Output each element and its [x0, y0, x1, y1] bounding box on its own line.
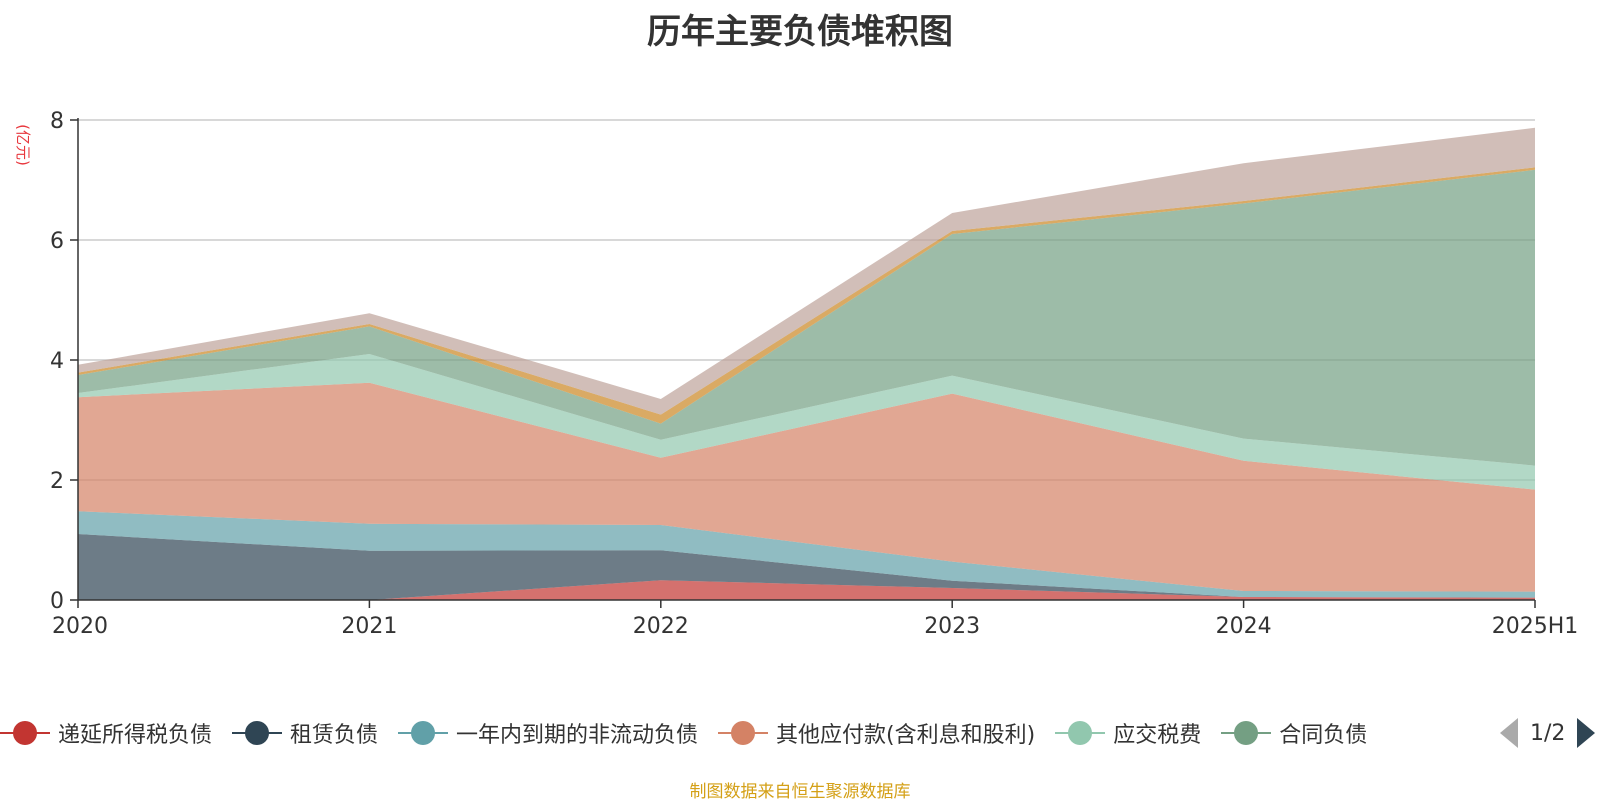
area-series-5[interactable]: [78, 169, 1535, 466]
area-series-1[interactable]: [78, 534, 1535, 600]
legend-marker-icon: [1221, 720, 1272, 746]
y-tick-label: 8: [50, 109, 64, 134]
axis-layer: 0 2 4 6 8 2020 2021 2022 2023 2024 2025H1: [50, 109, 1578, 639]
area-layer: [78, 127, 1535, 600]
legend: 递延所得税负债 租赁负债 一年内到期的非流动负债 其他应付款(含利息和股利) 应交税费 合…: [0, 713, 1387, 753]
chart-canvas: 0 2 4 6 8 2020 2021 2022 2023 2024 2025H1 (亿元): [14, 109, 1578, 639]
y-tick-label: 0: [50, 589, 64, 614]
y-tick-label: 4: [50, 349, 64, 374]
legend-label: 一年内到期的非流动负债: [456, 723, 699, 748]
x-tick-label: 2023: [924, 614, 980, 639]
legend-marker-icon: [398, 720, 449, 746]
legend-label: 租赁负债: [290, 723, 379, 748]
legend-item[interactable]: 租赁负债: [232, 717, 378, 749]
legend-item[interactable]: 递延所得税负债: [0, 717, 212, 749]
data-source-note: 制图数据来自恒生聚源数据库: [689, 782, 911, 802]
legend-next-page-icon[interactable]: [1577, 718, 1596, 748]
y-axis-unit-label: (亿元): [14, 124, 32, 166]
legend-item[interactable]: 一年内到期的非流动负债: [398, 717, 698, 749]
area-series-4[interactable]: [78, 354, 1535, 490]
legend-prev-page-icon[interactable]: [1500, 718, 1518, 748]
legend-pager: 1/2: [1500, 716, 1596, 750]
x-tick-label: 2022: [633, 614, 689, 639]
area-series-2[interactable]: [78, 511, 1535, 598]
legend-label: 其他应付款(含利息和股利): [776, 723, 1036, 748]
legend-page-indicator: 1/2: [1530, 720, 1566, 746]
legend-marker-icon: [232, 720, 283, 746]
legend-marker-icon: [718, 720, 769, 746]
legend-item[interactable]: 其他应付款(含利息和股利): [718, 717, 1035, 749]
y-tick-label: 2: [50, 469, 64, 494]
x-tick-label: 2021: [341, 614, 397, 639]
legend-label: 应交税费: [1113, 723, 1202, 748]
legend-marker-icon: [1055, 720, 1106, 746]
y-tick-label: 6: [50, 229, 64, 254]
legend-item[interactable]: 应交税费: [1055, 717, 1201, 749]
x-tick-label: 2020: [52, 614, 108, 639]
area-series-7[interactable]: [78, 127, 1535, 415]
legend-marker-icon: [0, 720, 50, 746]
legend-item[interactable]: 合同负债: [1221, 717, 1367, 749]
x-tick-label: 2024: [1216, 614, 1272, 639]
chart-title: 历年主要负债堆积图: [647, 12, 953, 52]
legend-label: 合同负债: [1279, 723, 1368, 748]
legend-label: 递延所得税负债: [58, 723, 213, 748]
area-series-0[interactable]: [78, 580, 1535, 600]
area-series-3[interactable]: [78, 382, 1535, 592]
x-tick-label: 2025H1: [1492, 614, 1579, 639]
